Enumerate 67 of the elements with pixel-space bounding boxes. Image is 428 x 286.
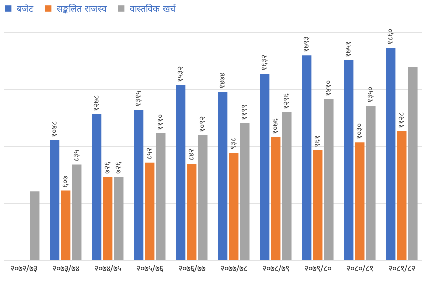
bar xyxy=(302,56,312,260)
bar xyxy=(30,192,40,260)
bar xyxy=(397,131,407,260)
bar xyxy=(366,106,376,260)
data-label: ७२६ xyxy=(102,162,112,174)
bar xyxy=(198,136,208,260)
data-label: १६३२ xyxy=(260,54,269,71)
legend-label: वास्तविक खर्च xyxy=(130,2,177,15)
bar xyxy=(282,112,292,260)
legend-label: बजेट xyxy=(17,2,34,15)
x-tick-label: २०७८/७९ xyxy=(262,264,290,274)
data-label: १५३२ xyxy=(176,66,185,82)
bar xyxy=(271,137,281,260)
data-label: १०४८ xyxy=(50,122,59,138)
bar xyxy=(103,177,113,260)
data-label: १२७८ xyxy=(92,95,101,112)
x-tick-label: २०७६/७७ xyxy=(178,264,206,274)
bar xyxy=(145,162,155,260)
data-label: १०७६ xyxy=(271,118,280,134)
legend-label: सङ्कलित राजस्व xyxy=(57,2,108,15)
bar xyxy=(50,140,60,260)
data-label: १३५० xyxy=(366,87,376,104)
bar xyxy=(240,123,250,260)
bar xyxy=(229,153,239,260)
bar xyxy=(156,133,166,260)
data-label: ७२६ xyxy=(114,162,124,174)
bar xyxy=(72,164,82,260)
x-tick-label: २०७९/८० xyxy=(304,264,332,274)
bar xyxy=(386,48,396,260)
bar xyxy=(92,114,102,260)
data-label: ६०७ xyxy=(60,176,70,188)
data-label: १४१० xyxy=(324,80,334,96)
data-label: ८४२ xyxy=(186,149,196,162)
x-tick-label: २०७३/७४ xyxy=(52,264,80,274)
x-tick-label: २०८१/८२ xyxy=(388,264,416,274)
data-label: १३१५ xyxy=(134,91,143,108)
data-label: ८३५ xyxy=(72,150,82,162)
data-label: १७९३ xyxy=(302,36,311,53)
bar xyxy=(344,60,354,260)
bar xyxy=(313,150,323,260)
data-label: ९६१ xyxy=(313,135,322,148)
x-tick-label: २०७५/७६ xyxy=(136,264,164,274)
x-tick-label: २०७२/७३ xyxy=(10,264,38,274)
data-label: ११२८ xyxy=(397,112,406,128)
bar xyxy=(408,67,418,260)
bar xyxy=(61,190,71,260)
bar xyxy=(134,110,144,260)
bar xyxy=(187,164,197,260)
bar xyxy=(324,99,334,260)
x-tick-label: २०७४/७५ xyxy=(94,264,122,274)
data-label: १४७४ xyxy=(218,72,227,89)
x-tick-label: २०८०/८१ xyxy=(346,264,374,274)
data-label: १८६० xyxy=(386,28,395,45)
data-label: १०३० xyxy=(355,124,364,140)
data-label: १११० xyxy=(156,114,166,130)
bar xyxy=(114,177,124,260)
data-label: १७५१ xyxy=(344,41,353,58)
x-tick-label: २०७७/७८ xyxy=(220,264,248,274)
bar xyxy=(355,142,365,260)
data-label: ९३८ xyxy=(229,138,238,150)
data-label: १२९६ xyxy=(282,93,292,110)
bar xyxy=(176,85,186,260)
data-label: १०९२ xyxy=(198,116,208,133)
data-label: ११९९ xyxy=(240,104,250,120)
data-label: ८५२ xyxy=(144,148,154,160)
bar xyxy=(218,92,228,260)
bar xyxy=(260,74,270,260)
